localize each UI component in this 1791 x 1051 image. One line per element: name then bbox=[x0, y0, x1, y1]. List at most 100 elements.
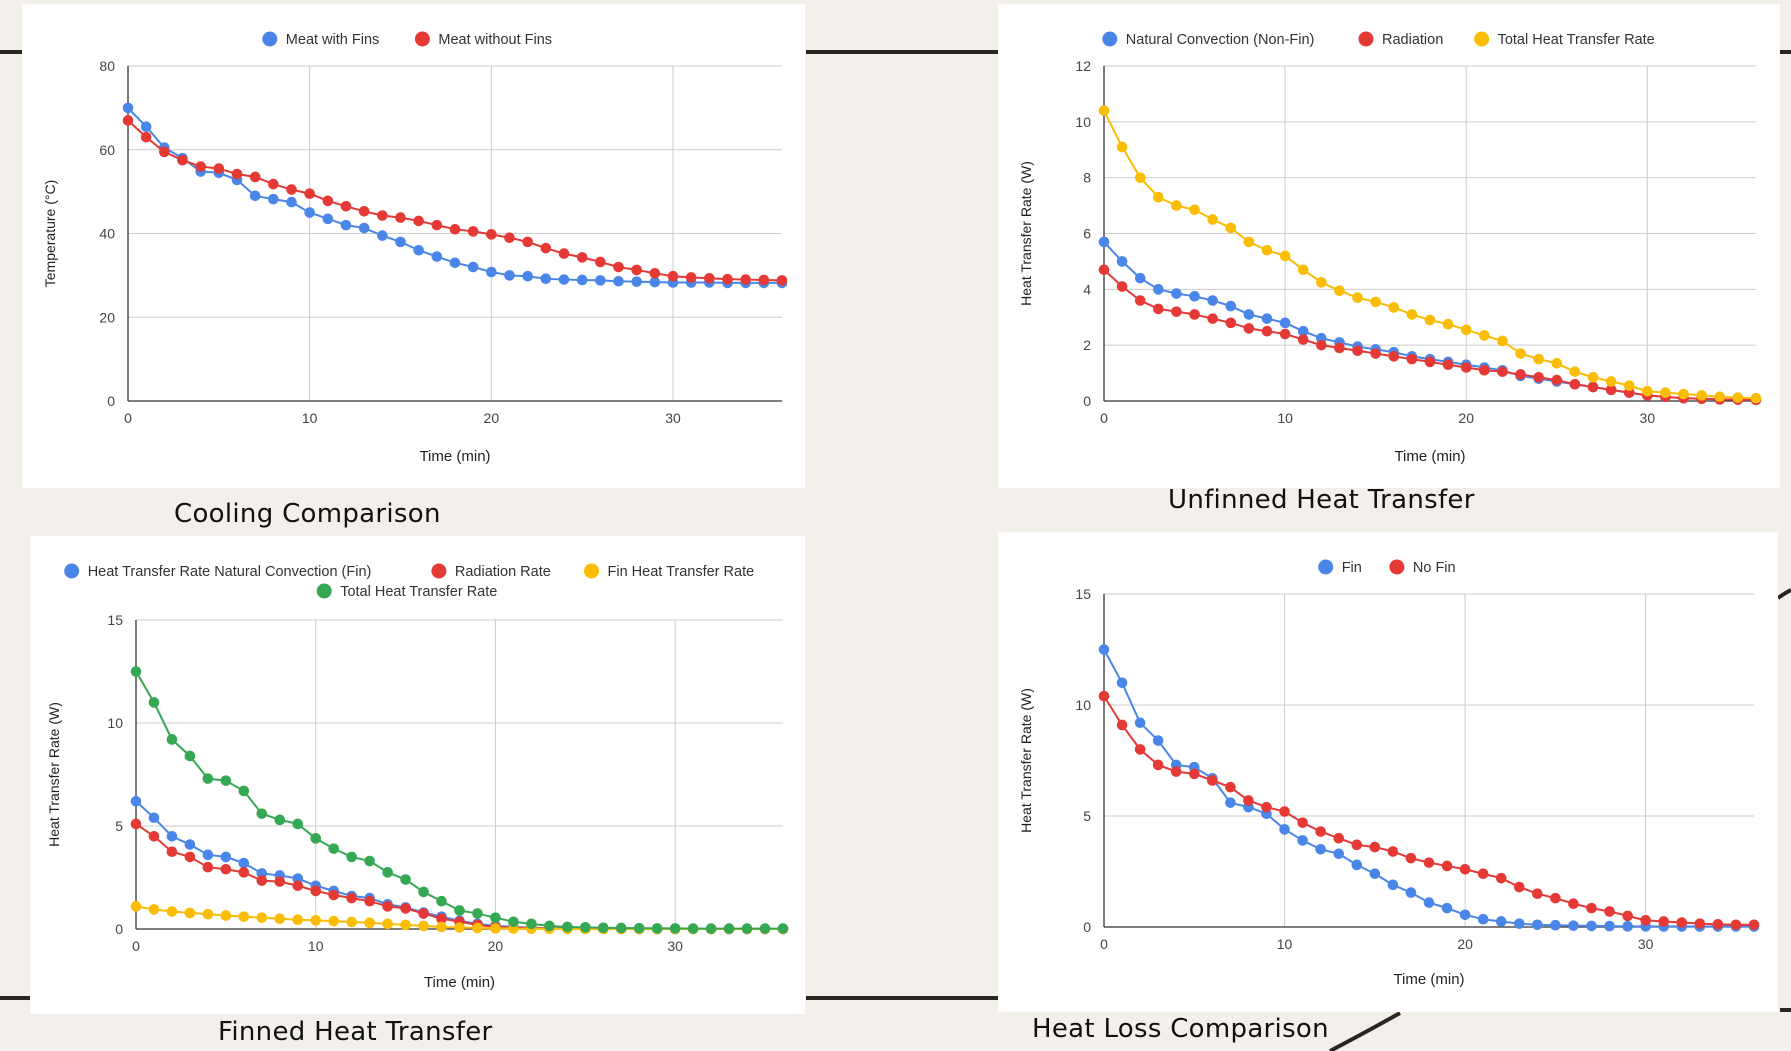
data-point bbox=[346, 892, 357, 904]
data-point bbox=[358, 206, 370, 217]
data-point bbox=[377, 230, 388, 241]
data-point bbox=[1098, 644, 1110, 655]
data-point bbox=[1513, 918, 1525, 929]
data-point bbox=[238, 857, 250, 869]
legend-label: No Fin bbox=[1413, 560, 1456, 576]
data-point bbox=[220, 910, 232, 921]
data-point bbox=[238, 911, 250, 922]
data-point bbox=[1604, 906, 1615, 917]
legend-marker bbox=[262, 31, 278, 47]
data-point bbox=[1405, 887, 1417, 898]
data-point bbox=[256, 808, 268, 819]
data-point bbox=[1442, 359, 1454, 371]
data-point bbox=[1116, 677, 1128, 689]
data-point bbox=[576, 252, 588, 263]
data-point bbox=[1424, 356, 1436, 368]
data-point bbox=[1678, 388, 1689, 400]
chart-caption: Cooling Comparison bbox=[174, 499, 441, 529]
data-point bbox=[436, 895, 447, 907]
data-point bbox=[364, 895, 375, 907]
data-point bbox=[1351, 839, 1363, 851]
data-point bbox=[166, 906, 178, 917]
data-point bbox=[1441, 860, 1453, 872]
data-point bbox=[1622, 910, 1633, 922]
x-axis-title: Time (min) bbox=[424, 974, 495, 991]
data-point bbox=[704, 273, 715, 284]
data-point bbox=[140, 121, 152, 133]
data-point bbox=[759, 923, 771, 934]
data-point bbox=[1568, 898, 1579, 909]
data-point bbox=[1207, 775, 1218, 786]
data-point bbox=[1622, 921, 1633, 932]
data-point bbox=[1642, 385, 1653, 397]
data-point bbox=[490, 923, 501, 934]
data-point bbox=[1116, 719, 1128, 731]
data-point bbox=[669, 923, 681, 934]
data-point bbox=[1696, 390, 1707, 401]
legend-label: Meat without Fins bbox=[438, 32, 552, 48]
legend-marker bbox=[431, 563, 447, 579]
data-point bbox=[166, 831, 178, 842]
data-point bbox=[522, 270, 533, 282]
data-point bbox=[202, 861, 214, 873]
data-point bbox=[1297, 264, 1309, 276]
legend-marker bbox=[584, 563, 599, 579]
data-point bbox=[1170, 766, 1182, 777]
data-point bbox=[467, 261, 479, 273]
data-point bbox=[615, 922, 627, 934]
series-line bbox=[127, 119, 783, 282]
data-point bbox=[358, 222, 370, 234]
data-point bbox=[1189, 204, 1200, 216]
data-point bbox=[130, 818, 142, 830]
unfinned-heat-transfer-chart: 0 2 4 6 8 10 12 0 10 20 30 Time (min) Heat Transfer … bbox=[1018, 31, 1762, 465]
legend-marker bbox=[1474, 31, 1490, 47]
chart-panel-unfinned: 0 2 4 6 8 10 12 0 10 20 30 Time (min) Heat Transfer … bbox=[998, 4, 1780, 488]
data-point bbox=[558, 248, 570, 259]
data-point bbox=[274, 814, 286, 826]
legend-label: Total Heat Transfer Rate bbox=[340, 584, 497, 600]
data-point bbox=[1660, 387, 1671, 398]
data-point bbox=[195, 161, 206, 172]
finned-heat-transfer-chart: 0 5 10 15 0 10 20 30 Time (min) Heat Transfer Rat… bbox=[46, 563, 789, 991]
data-point bbox=[1369, 868, 1381, 880]
legend-marker bbox=[1358, 31, 1374, 47]
y-tick-label: 0 bbox=[1083, 393, 1091, 409]
data-point bbox=[130, 901, 142, 912]
y-tick-label: 12 bbox=[1075, 58, 1091, 74]
data-point bbox=[1748, 919, 1760, 931]
data-point bbox=[1388, 302, 1400, 313]
data-point bbox=[1153, 303, 1164, 315]
data-point bbox=[1587, 381, 1599, 393]
y-axis-title: Heat Transfer Rate (W) bbox=[1018, 161, 1034, 306]
data-point bbox=[310, 833, 322, 844]
chart-panel-finned: 0 5 10 15 0 10 20 30 Time (min) Heat Transfer Rat… bbox=[30, 536, 805, 1014]
data-point bbox=[651, 923, 663, 934]
data-point bbox=[1405, 852, 1417, 864]
data-point bbox=[631, 276, 642, 287]
data-point bbox=[1189, 309, 1200, 320]
data-point bbox=[436, 921, 447, 933]
data-point bbox=[472, 908, 483, 919]
data-point bbox=[202, 773, 214, 784]
data-point bbox=[1243, 236, 1255, 248]
data-point bbox=[256, 912, 268, 923]
data-point bbox=[436, 913, 447, 924]
data-point bbox=[382, 867, 393, 878]
y-axis-title: Temperature (°C) bbox=[42, 180, 58, 288]
data-point bbox=[400, 874, 411, 885]
data-point bbox=[213, 163, 225, 174]
data-point bbox=[1152, 735, 1164, 746]
data-point bbox=[1605, 376, 1617, 387]
data-point bbox=[522, 236, 533, 248]
data-point bbox=[268, 178, 279, 190]
data-point bbox=[286, 184, 297, 195]
x-tick-label: 0 bbox=[1100, 410, 1108, 426]
data-point bbox=[449, 257, 461, 269]
data-point bbox=[395, 236, 406, 248]
data-point bbox=[184, 851, 196, 863]
data-point bbox=[1225, 797, 1236, 808]
data-point bbox=[1098, 690, 1110, 702]
data-point bbox=[1334, 285, 1345, 297]
data-point bbox=[159, 146, 170, 158]
